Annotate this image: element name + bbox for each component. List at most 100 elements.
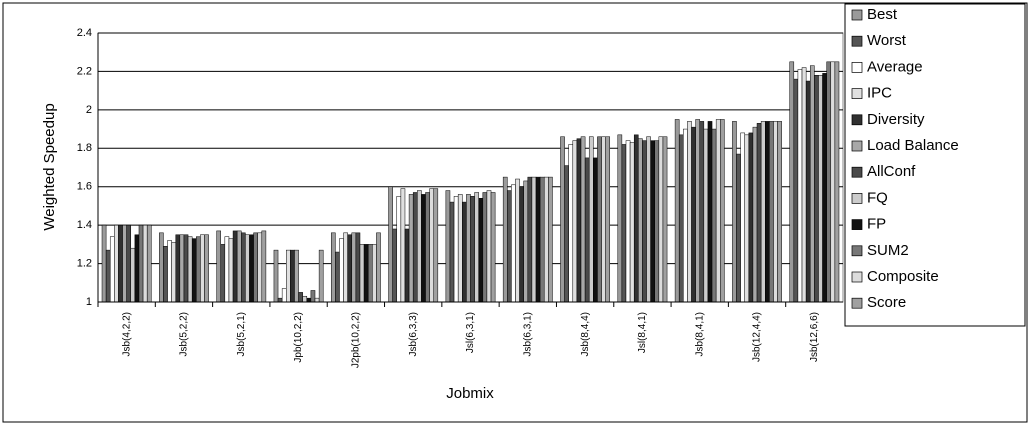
- bar: [330, 232, 336, 303]
- bar: [130, 247, 136, 303]
- bar: [359, 244, 365, 303]
- bar: [236, 230, 242, 303]
- bar: [568, 144, 574, 303]
- bar: [715, 119, 721, 303]
- legend-label: FQ: [867, 189, 888, 206]
- bar: [421, 194, 426, 303]
- bar: [732, 121, 737, 303]
- bar: [220, 244, 226, 303]
- x-tick-label: Jsl(8,4,1): [637, 312, 648, 353]
- bar: [793, 78, 799, 303]
- bar: [273, 249, 279, 303]
- bar: [277, 297, 283, 303]
- bar: [302, 295, 308, 303]
- bar: [101, 224, 107, 303]
- bar: [830, 61, 836, 303]
- legend-label: FP: [867, 216, 886, 233]
- bar: [109, 236, 115, 303]
- bar: [134, 234, 140, 303]
- x-axis-title: Jobmix: [446, 385, 494, 402]
- bar: [347, 234, 353, 303]
- legend-label: Worst: [867, 32, 907, 49]
- bar: [486, 190, 492, 303]
- bar: [241, 232, 246, 303]
- bar: [294, 249, 299, 303]
- x-tick-label: Jsb(4,2,2): [121, 312, 132, 356]
- bar: [482, 192, 488, 303]
- bar: [683, 128, 688, 303]
- bar: [200, 234, 205, 303]
- bar: [752, 126, 758, 303]
- y-tick-label: 1.6: [77, 181, 92, 193]
- bar: [629, 142, 635, 303]
- bar: [756, 123, 762, 303]
- bar: [228, 238, 234, 303]
- bar: [572, 140, 578, 303]
- legend-label: Diversity: [867, 111, 925, 128]
- bar: [232, 230, 238, 303]
- bar: [470, 196, 475, 303]
- bar: [748, 132, 754, 303]
- bar: [167, 240, 172, 303]
- bar: [216, 230, 221, 303]
- x-tick-label: Jsb(8,4,1): [694, 312, 705, 356]
- legend-box: [844, 3, 1026, 327]
- bar: [298, 292, 303, 303]
- bar: [580, 136, 586, 303]
- bar: [318, 249, 324, 303]
- bar: [191, 238, 197, 303]
- bar: [310, 290, 316, 303]
- bar: [605, 136, 611, 303]
- bar: [457, 194, 463, 303]
- bar: [163, 246, 168, 303]
- bar: [511, 184, 516, 303]
- legend-swatch: [851, 271, 863, 283]
- bar: [339, 238, 344, 303]
- bar: [658, 136, 664, 303]
- bar: [740, 132, 745, 303]
- bar: [584, 157, 590, 303]
- bar: [560, 136, 565, 303]
- bar: [826, 61, 832, 303]
- bar: [159, 232, 164, 303]
- bar: [809, 65, 815, 303]
- x-tick-label: Jsb(12,6,6): [809, 312, 820, 362]
- bar: [535, 176, 541, 303]
- x-tick-label: Jsb(6,3,3): [408, 312, 419, 356]
- bar: [306, 297, 312, 303]
- bar: [646, 136, 651, 303]
- bar: [650, 140, 655, 303]
- bar: [335, 251, 340, 303]
- x-tick-label: Jsb(6,3,1): [522, 312, 533, 356]
- bar: [564, 165, 569, 303]
- legend-swatch: [851, 193, 863, 204]
- legend-swatch: [851, 245, 863, 257]
- bar: [625, 140, 631, 303]
- bar: [744, 134, 750, 303]
- x-tick-label: Jsb(12,4,4): [752, 312, 763, 362]
- bar: [601, 136, 606, 303]
- legend-swatch: [851, 297, 863, 309]
- bar: [179, 234, 185, 303]
- bar: [183, 234, 189, 303]
- bar: [449, 201, 455, 303]
- bar: [695, 119, 700, 303]
- bar: [281, 288, 287, 303]
- bar: [654, 140, 660, 303]
- bar: [593, 157, 598, 303]
- x-tick-label: Jsl(6,3,1): [465, 312, 476, 353]
- bar: [261, 230, 267, 303]
- bar: [822, 73, 827, 303]
- bar: [678, 134, 684, 303]
- bar: [138, 224, 144, 303]
- bar: [224, 236, 230, 303]
- bar: [699, 121, 705, 303]
- bar: [433, 188, 439, 303]
- x-tick-label: Jsb(8,4,4): [580, 312, 591, 356]
- bar: [412, 192, 418, 303]
- bar: [478, 197, 484, 303]
- bar: [687, 121, 692, 303]
- bar: [789, 61, 795, 303]
- bar: [142, 224, 148, 303]
